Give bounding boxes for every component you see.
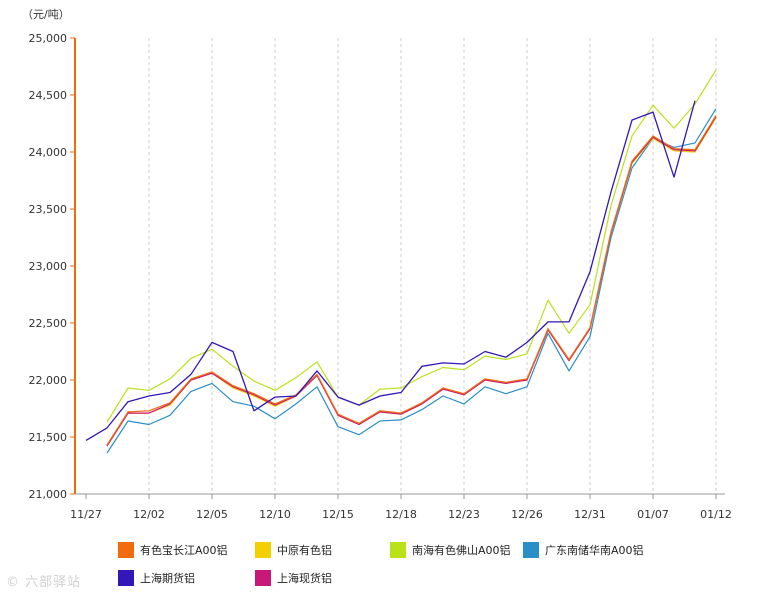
legend-label: 上海期货铝	[140, 572, 195, 585]
legend-label: 有色宝长江A00铝	[140, 544, 228, 557]
axes	[74, 38, 725, 495]
grid	[148, 38, 717, 494]
y-tick-label: 23,000	[29, 260, 68, 273]
legend-item[interactable]: 中原有色铝	[255, 542, 332, 558]
x-tick-label: 01/12	[700, 508, 732, 521]
y-tick-label: 21,500	[29, 431, 68, 444]
legend-label: 南海有色佛山A00铝	[412, 544, 511, 557]
y-tick-label: 25,000	[29, 32, 68, 45]
x-tick-label: 12/23	[448, 508, 480, 521]
x-tick-label: 12/15	[322, 508, 354, 521]
legend-swatch	[390, 542, 406, 558]
y-unit-label: （元/吨）	[22, 8, 70, 21]
series-line-2	[106, 69, 717, 423]
series-line-4	[85, 100, 696, 441]
x-tick-label: 12/05	[196, 508, 228, 521]
series-line-0	[106, 115, 717, 446]
line-chart: （元/吨） 21,000 21,500 22,000 22,500 23,000 23,5…	[22, 8, 732, 521]
x-tick-label: 12/02	[133, 508, 165, 521]
legend-item[interactable]: 广东南储华南A00铝	[523, 542, 644, 558]
series-lines	[85, 69, 717, 454]
x-tick-label: 01/07	[637, 508, 669, 521]
legend-item[interactable]: 上海期货铝	[118, 570, 195, 586]
legend: 有色宝长江A00铝 中原有色铝 南海有色佛山A00铝 广东南储华南A00铝上海期货铝 上…	[118, 540, 718, 590]
legend-swatch	[255, 570, 271, 586]
legend-swatch	[118, 542, 134, 558]
y-axis-ticks: 21,000 21,500 22,000 22,500 23,000 23,500 24,0…	[29, 32, 75, 501]
y-tick-label: 22,500	[29, 317, 68, 330]
x-tick-label: 12/18	[385, 508, 417, 521]
y-tick-label: 24,500	[29, 89, 68, 102]
y-tick-label: 23,500	[29, 203, 68, 216]
series-line-5	[106, 116, 717, 447]
legend-item[interactable]: 南海有色佛山A00铝	[390, 542, 511, 558]
watermark: © 六部驿站	[6, 575, 82, 590]
legend-label: 中原有色铝	[277, 544, 332, 557]
x-tick-label: 12/26	[511, 508, 543, 521]
x-tick-label: 12/31	[574, 508, 606, 521]
series-line-1	[106, 117, 717, 447]
y-tick-label: 21,000	[29, 488, 68, 501]
legend-swatch	[523, 542, 539, 558]
x-tick-label: 12/10	[259, 508, 291, 521]
legend-item[interactable]: 上海现货铝	[255, 570, 332, 586]
legend-swatch	[118, 570, 134, 586]
legend-item[interactable]: 有色宝长江A00铝	[118, 542, 228, 558]
legend-label: 广东南储华南A00铝	[545, 544, 644, 557]
x-axis-ticks: 11/27 12/02 12/05 12/10 12/15 12/18 12/23 12/26…	[70, 494, 732, 521]
y-tick-label: 22,000	[29, 374, 68, 387]
x-tick-label: 11/27	[70, 508, 102, 521]
legend-swatch	[255, 542, 271, 558]
y-tick-label: 24,000	[29, 146, 68, 159]
legend-label: 上海现货铝	[277, 572, 332, 585]
series-line-3	[106, 108, 717, 454]
